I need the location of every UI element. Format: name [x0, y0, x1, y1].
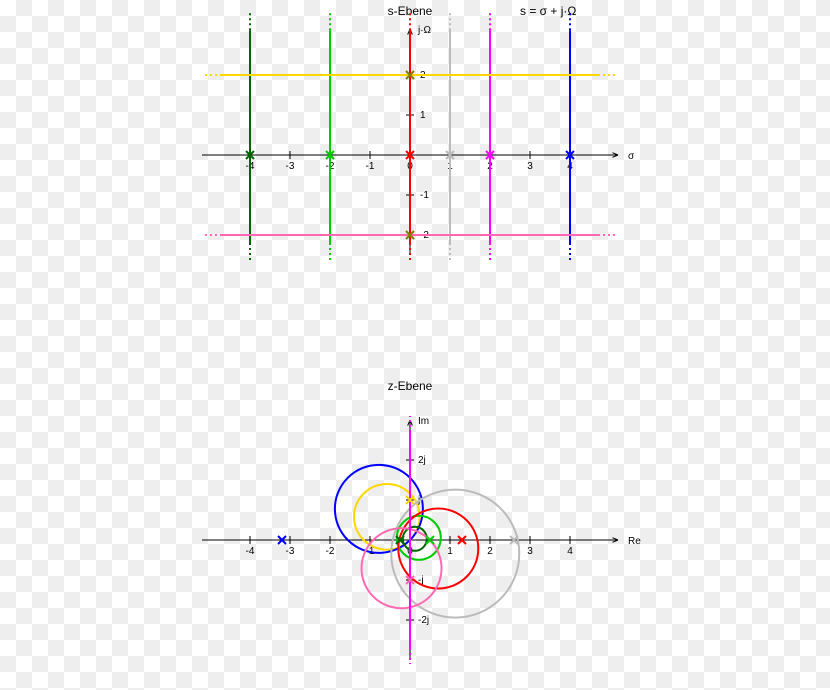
svg-text:-2: -2	[326, 546, 335, 557]
svg-text:2j: 2j	[418, 455, 426, 466]
svg-text:1: 1	[447, 546, 453, 557]
diagram-canvas: s-Ebenes = σ + j·Ωσj·Ω-4-3-2-101234-2-11…	[0, 0, 830, 690]
svg-text:-1: -1	[366, 161, 375, 172]
svg-text:-4: -4	[246, 546, 255, 557]
z-plane: z-EbeneReIm-4-3-2-101234-2j-jj2j	[202, 379, 641, 664]
svg-text:2: 2	[487, 546, 493, 557]
svg-text:-3: -3	[286, 546, 295, 557]
s-plane-formula: s = σ + j·Ω	[520, 4, 576, 18]
z-plane-title: z-Ebene	[388, 379, 433, 393]
svg-text:3: 3	[527, 161, 533, 172]
z-x-label: Re	[628, 536, 641, 547]
svg-text:3: 3	[527, 546, 533, 557]
s-x-label: σ	[628, 151, 635, 162]
svg-text:4: 4	[567, 546, 573, 557]
svg-text:-2j: -2j	[418, 615, 429, 626]
svg-text:-3: -3	[286, 161, 295, 172]
svg-text:-1: -1	[420, 190, 429, 201]
z-y-label: Im	[418, 416, 429, 427]
s-plane-title: s-Ebene	[388, 4, 433, 18]
s-y-label: j·Ω	[417, 25, 432, 36]
svg-text:1: 1	[420, 110, 426, 121]
s-plane: s-Ebenes = σ + j·Ωσj·Ω-4-3-2-101234-2-11…	[202, 4, 635, 263]
